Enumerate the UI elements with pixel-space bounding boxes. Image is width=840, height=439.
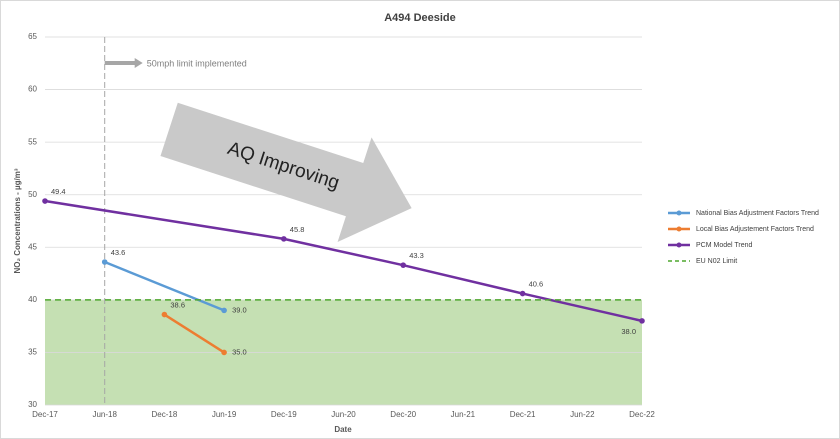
y-tick-label: 35 (28, 348, 37, 357)
data-point (161, 311, 168, 318)
data-point (221, 307, 227, 314)
value-label: 35.0 (232, 347, 247, 356)
x-tick-label: Dec-20 (390, 410, 416, 419)
x-axis-title: Date (334, 425, 352, 434)
chart-title: A494 Deeside (384, 12, 456, 24)
data-point (42, 198, 48, 204)
y-tick-label: 40 (28, 295, 37, 304)
y-axis-title: NO₂ Concentrations - µg/m³ (13, 168, 22, 273)
x-tick-label: Dec-21 (510, 410, 536, 419)
x-tick-label: Jun-22 (570, 410, 595, 419)
data-point (101, 259, 108, 265)
value-label: 43.6 (111, 248, 126, 257)
value-label: 38.6 (170, 301, 185, 310)
y-tick-label: 55 (28, 137, 37, 146)
data-point (400, 262, 407, 268)
legend-marker (676, 242, 682, 248)
legend-label: National Bias Adjustment Factors Trend (696, 210, 819, 217)
x-tick-label: Dec-22 (629, 410, 655, 419)
data-point (281, 236, 287, 242)
x-tick-label: Jun-20 (331, 410, 356, 419)
legend-label: PCM Model Trend (696, 242, 753, 249)
value-label: 45.8 (290, 225, 305, 234)
trend-arrow-shape (160, 102, 412, 242)
x-tick-label: Dec-19 (271, 410, 297, 419)
x-tick-label: Dec-17 (32, 410, 58, 419)
y-tick-label: 50 (28, 190, 37, 199)
series-line (104, 260, 225, 312)
x-tick-label: Jun-19 (212, 410, 237, 419)
series-line (163, 313, 225, 354)
legend-label: Local Bias Adjustement Factors Trend (696, 226, 814, 233)
y-tick-label: 65 (28, 32, 37, 41)
value-label: 38.0 (621, 327, 636, 336)
data-point (639, 318, 645, 324)
y-tick-label: 30 (28, 400, 37, 409)
x-tick-label: Dec-18 (152, 410, 178, 419)
legend-marker (676, 226, 682, 232)
value-label: 39.0 (232, 305, 247, 314)
data-point (519, 290, 526, 297)
y-tick-label: 60 (28, 85, 37, 94)
legend-label: EU N02 Limit (696, 258, 737, 265)
event-arrow (104, 58, 143, 68)
x-tick-label: Jun-21 (451, 410, 476, 419)
legend-marker (676, 210, 682, 216)
value-label: 43.3 (409, 251, 424, 260)
data-point (221, 349, 227, 356)
value-label: 40.6 (529, 280, 544, 289)
event-label: 50mph limit implemented (147, 58, 247, 68)
y-tick-label: 45 (28, 242, 37, 251)
value-label: 49.4 (51, 187, 66, 196)
x-tick-label: Jun-18 (92, 410, 117, 419)
